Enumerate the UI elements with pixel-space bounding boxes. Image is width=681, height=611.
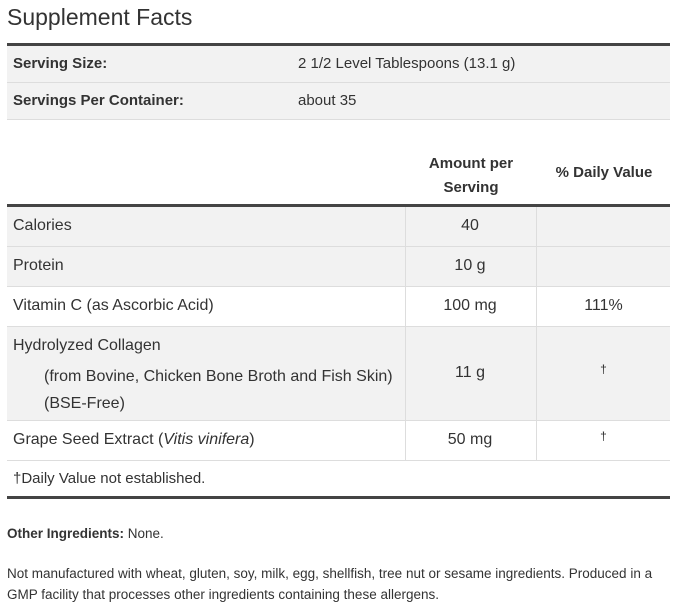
nutrient-row: Calories 40 xyxy=(7,207,670,247)
value: 2 1/2 Level Tablespoons (13.1 g) xyxy=(298,55,516,72)
nutrient-detail: (from Bovine, Chicken Bone Broth and Fis… xyxy=(44,368,393,412)
daily-value: 111% xyxy=(584,297,623,314)
amount: 40 xyxy=(461,217,479,234)
amount: 11 g xyxy=(455,364,485,381)
nutrient: Vitamin C (as Ascorbic Acid) xyxy=(13,297,214,314)
other-ingredients: Other Ingredients: None. xyxy=(7,526,164,541)
nutrient: Protein xyxy=(13,257,64,274)
column-header: Amount per Serving xyxy=(428,155,514,196)
amount: 50 mg xyxy=(447,431,493,448)
label: Serving Size: xyxy=(13,55,108,72)
text: None. xyxy=(127,526,164,541)
daily-value: † xyxy=(600,362,607,376)
label: Other Ingredients: xyxy=(7,526,125,541)
rule xyxy=(7,204,670,207)
nutrient-row: Grape Seed Extract (Vitis vinifera) 50 m… xyxy=(7,421,670,461)
latin-name: Vitis vinifera xyxy=(163,431,250,448)
column-header: % Daily Value xyxy=(555,164,653,181)
footnote: †Daily Value not established. xyxy=(13,470,206,487)
title: Supplement Facts xyxy=(7,4,193,30)
nutrient-row: Protein 10 g xyxy=(7,247,670,287)
rule xyxy=(7,43,670,46)
rule xyxy=(7,496,670,499)
amount: 100 mg xyxy=(443,297,497,314)
nutrient-row: Vitamin C (as Ascorbic Acid) 100 mg 111% xyxy=(7,287,670,327)
amount: 10 g xyxy=(454,257,486,274)
nutrient-row: Hydrolyzed Collagen (from Bovine, Chicke… xyxy=(7,327,670,421)
nutrient: Hydrolyzed Collagen xyxy=(13,337,161,354)
serving-row: Serving Size: 2 1/2 Level Tablespoons (1… xyxy=(7,46,670,83)
nutrient-name-end: ) xyxy=(249,431,255,448)
serving-row: Servings Per Container: about 35 xyxy=(7,83,670,120)
nutrient-name: Grape Seed Extract ( xyxy=(13,431,164,448)
allergen-note: Not manufactured with wheat, gluten, soy… xyxy=(7,566,653,602)
value: about 35 xyxy=(298,92,357,109)
nutrient: Calories xyxy=(13,217,72,234)
nutrient: Grape Seed Extract (Vitis vinifera) xyxy=(13,431,255,449)
daily-value: † xyxy=(600,429,607,443)
label: Servings Per Container: xyxy=(13,92,184,109)
